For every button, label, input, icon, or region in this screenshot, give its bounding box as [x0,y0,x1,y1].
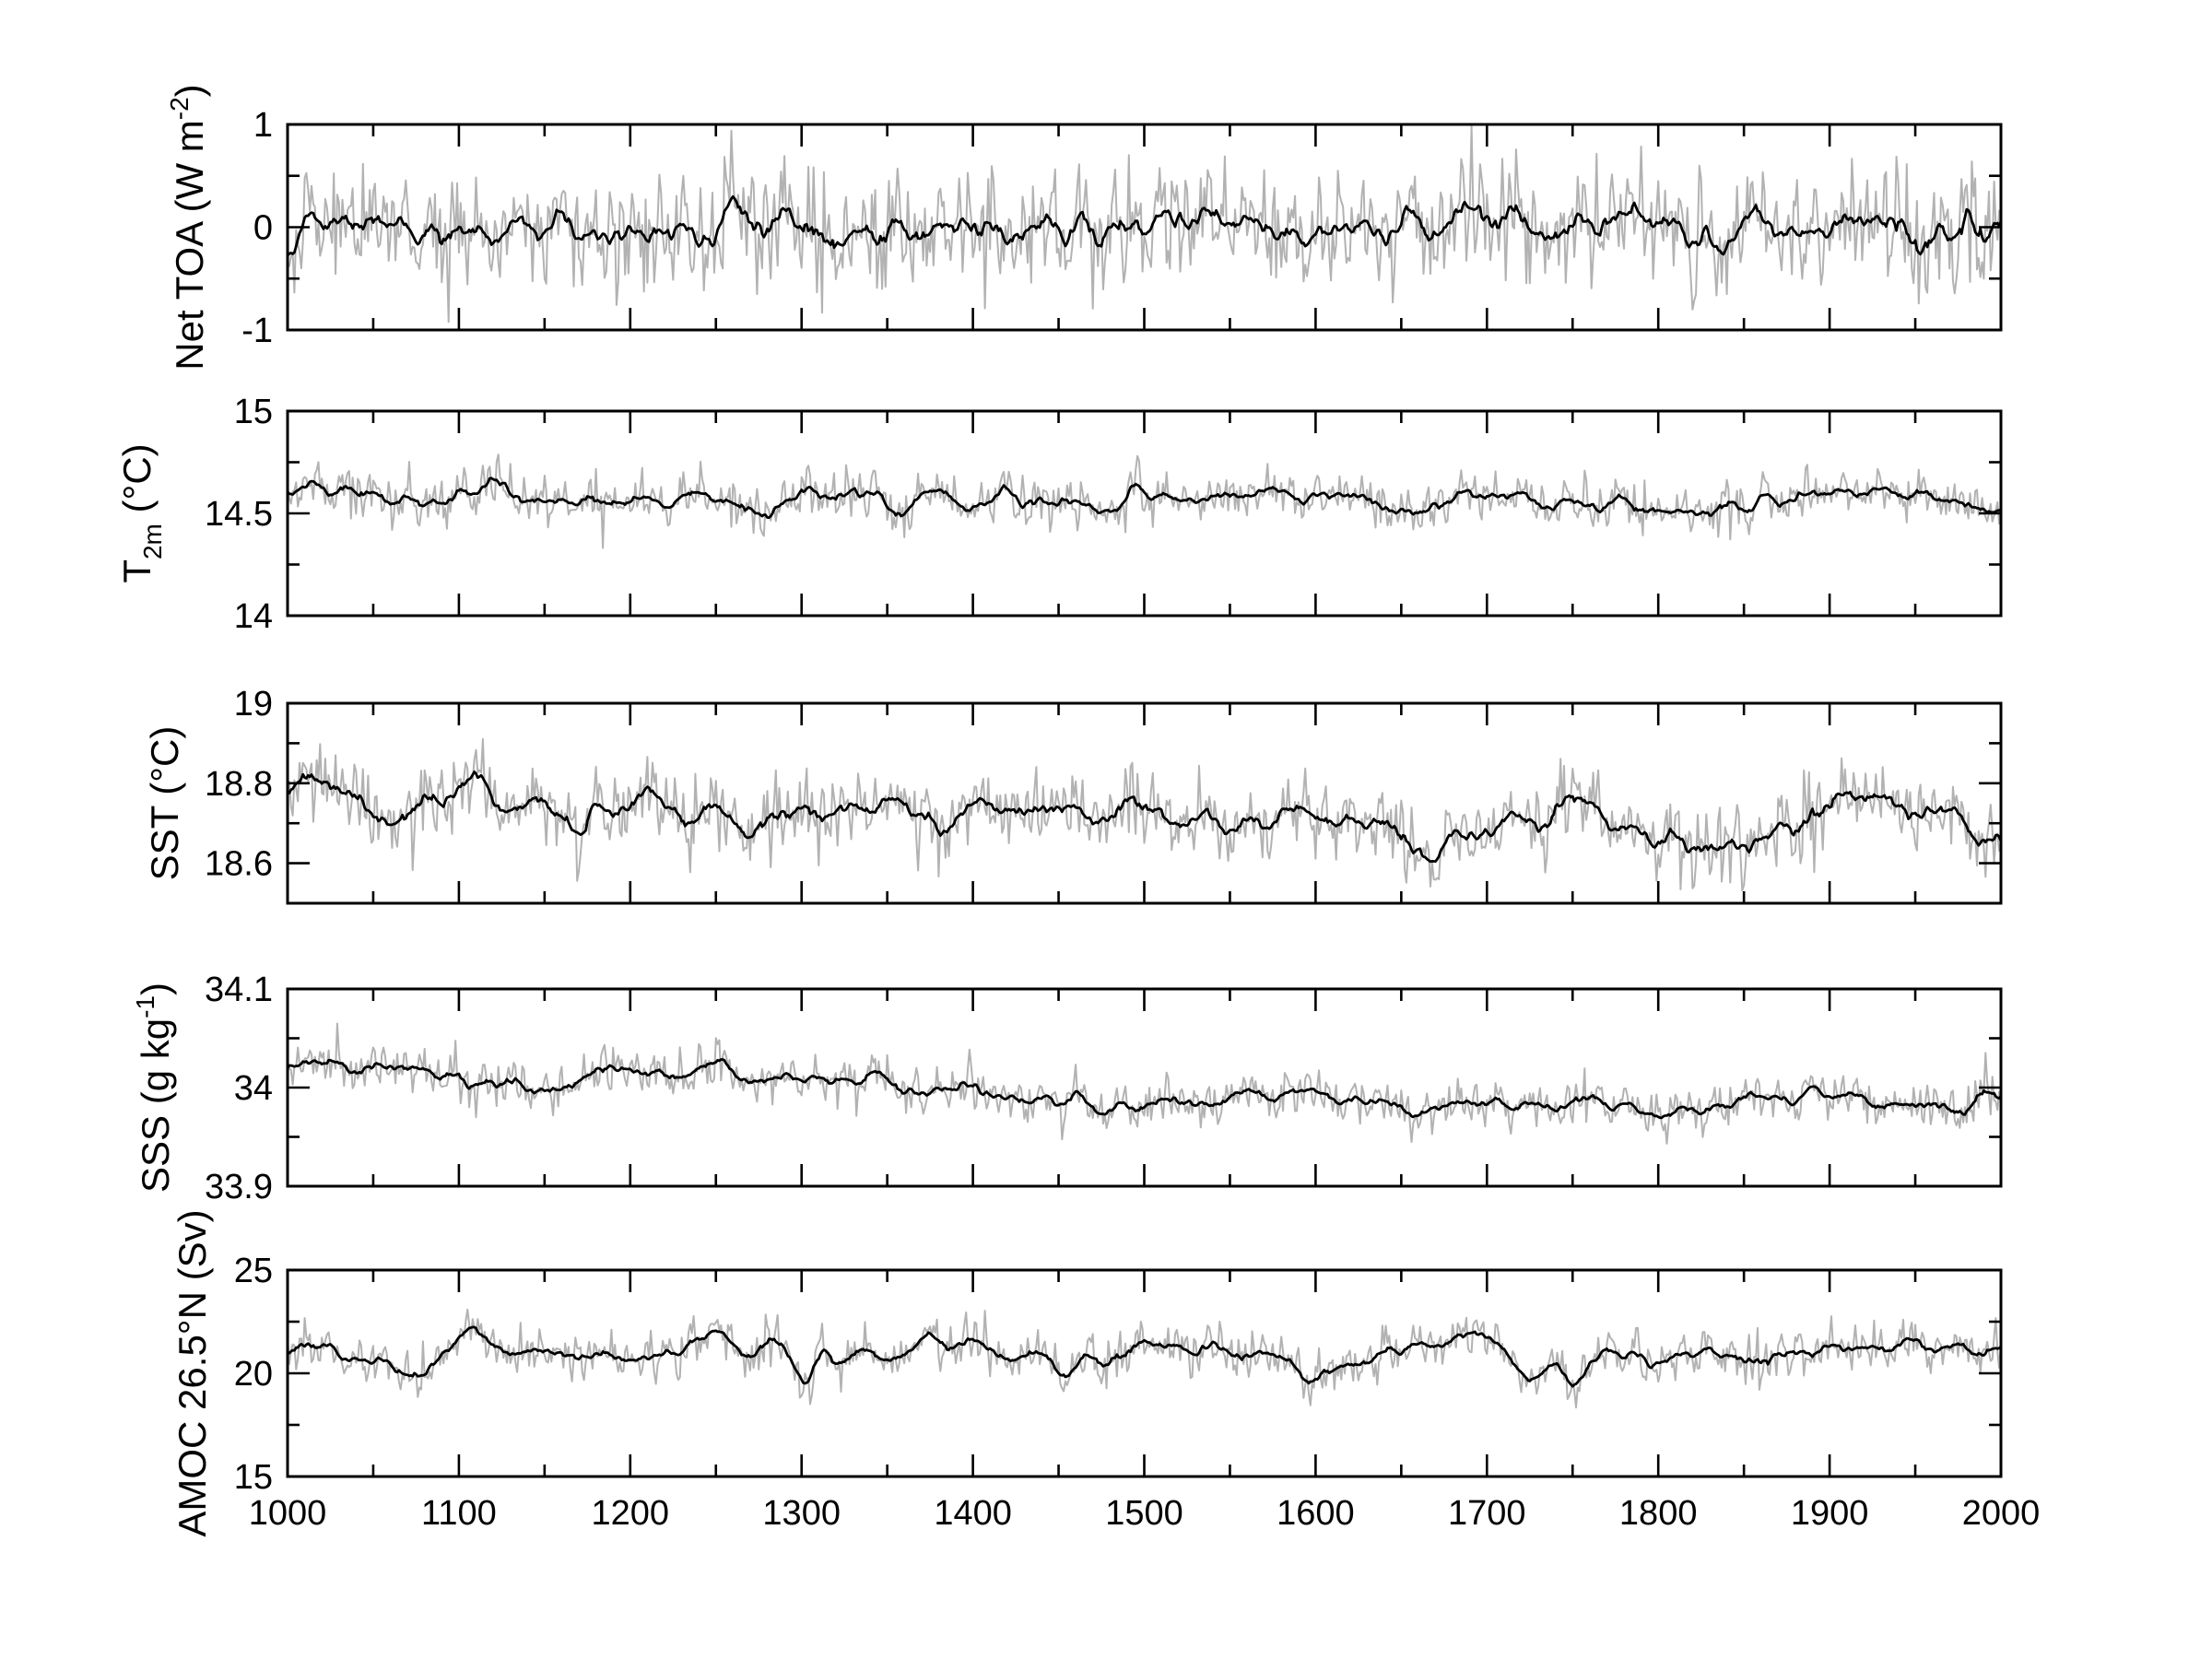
panel-sst: 19 18.8 18.6 SST (°C) [143,685,2003,905]
y-tick-label: 0 [253,209,273,248]
x-tick-label: 1000 [249,1494,327,1533]
annual-series-line [288,1022,2001,1145]
y-tick-label: -1 [241,312,273,350]
annual-series-line [288,737,2001,892]
annual-series-line [288,453,2001,549]
y-tick-label: 18.6 [205,845,273,884]
x-tick-label: 1700 [1448,1494,1526,1533]
tick-marks [288,989,2001,1186]
y-tick-label: 1 [253,106,273,145]
smoothed-series-line [288,771,2001,864]
y-tick-label: 34.1 [205,971,273,1009]
annual-series-line [288,124,2001,324]
y-axis-label: SST (°C) [143,726,186,881]
smoothed-series-line [288,1058,2001,1120]
x-tick-label: 1600 [1277,1494,1355,1533]
y-tick-label: 33.9 [205,1168,273,1206]
x-tick-label: 1900 [1791,1494,1869,1533]
tick-marks [288,411,2001,616]
tick-marks [288,703,2001,903]
y-axis-label: AMOC 26.5°N (Sv) [171,1209,214,1536]
y-tick-label: 14.5 [205,495,273,534]
x-tick-label: 1100 [421,1494,497,1533]
x-tick-label: 1400 [934,1494,1012,1533]
y-tick-label: 14 [234,597,273,636]
smoothed-series-line [288,194,2001,257]
tick-marks [288,124,2001,330]
y-tick-label: 18.8 [205,765,273,804]
annual-series-line [288,1308,2001,1409]
y-tick-label: 19 [234,685,273,724]
y-tick-label: 15 [234,393,273,431]
y-axis-label: T2m (°C) [115,443,167,582]
panel-amoc: 25 20 15 AMOC 26.5°N (Sv) 1000 1100 1200 1300 14… [171,1209,2040,1536]
x-tick-label: 2000 [1962,1494,2041,1533]
y-tick-label: 34 [234,1069,273,1108]
x-tick-label: 1200 [592,1494,670,1533]
panel-t2m: 15 14.5 14 T2m (°C) [115,393,2003,636]
smoothed-series-line [288,1325,2001,1388]
tick-marks [288,1270,2001,1477]
y-tick-label: 20 [234,1355,273,1394]
x-tick-label: 1300 [762,1494,841,1533]
panel-net-toa: 1 0 -1 Net TOA (W m-2) [165,84,2003,371]
x-tick-label: 1800 [1619,1494,1698,1533]
x-tick-label: 1500 [1105,1494,1183,1533]
y-tick-label: 15 [234,1458,273,1497]
y-axis-label: Net TOA (W m-2) [165,84,211,370]
axes-box [286,701,2003,905]
smoothed-series-line [288,477,2001,519]
y-tick-label: 25 [234,1252,273,1290]
y-axis-label: SSS (g kg-1) [131,982,177,1193]
panel-sss: 34.1 34 33.9 SSS (g kg-1) [131,971,2003,1206]
